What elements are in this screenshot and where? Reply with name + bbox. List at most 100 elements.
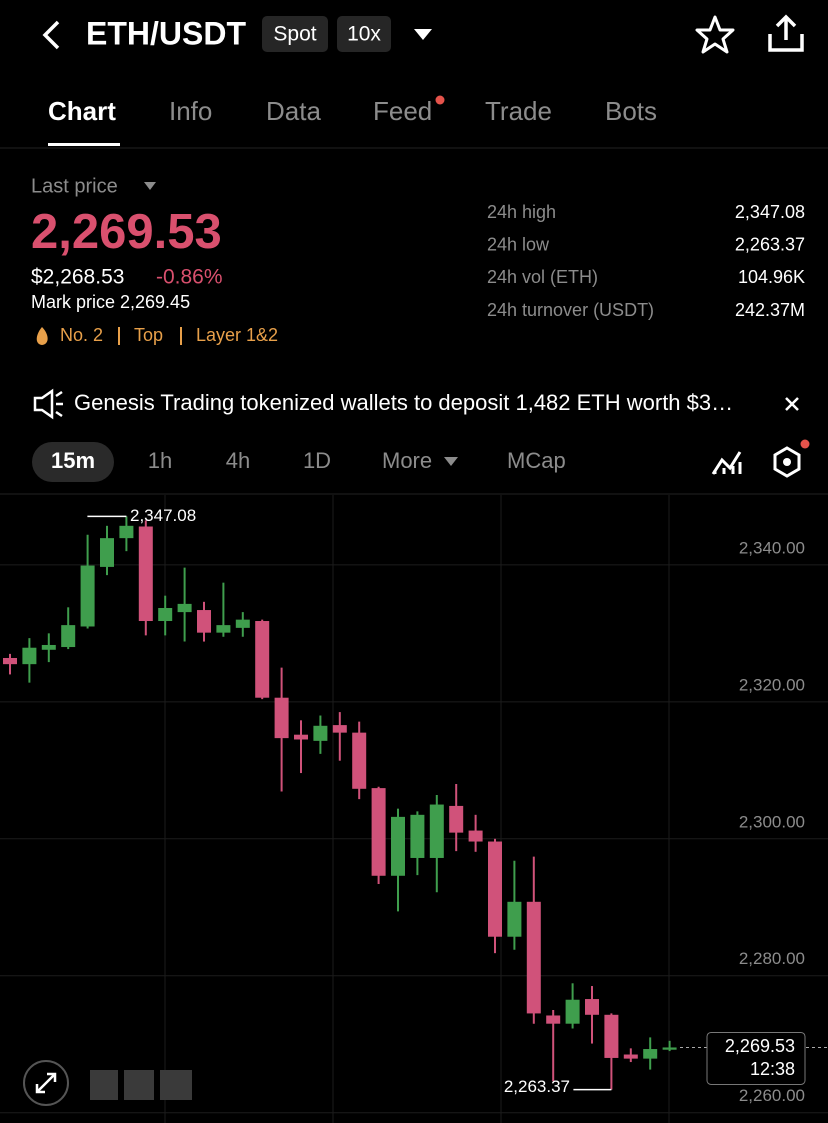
candle-body bbox=[565, 999, 580, 1024]
timeframe[interactable]: More bbox=[382, 448, 432, 473]
y-tick-label: 2,300.00 bbox=[739, 812, 805, 831]
y-tick-label: 2,260.00 bbox=[739, 1086, 805, 1105]
indicators-icon[interactable] bbox=[711, 451, 742, 475]
pair[interactable]: ETH/USDT bbox=[86, 15, 246, 51]
candle-body bbox=[410, 814, 425, 858]
candle-body bbox=[294, 734, 308, 740]
flame-icon bbox=[36, 327, 48, 345]
last-price-tag: 2,269.53 bbox=[725, 1036, 795, 1056]
stat-label: 24h turnover (USDT) bbox=[487, 300, 654, 320]
candle-body bbox=[643, 1049, 658, 1059]
tab[interactable]: Trade bbox=[485, 96, 552, 126]
stat-value: 2,347.08 bbox=[735, 202, 805, 222]
y-tick-label: 2,340.00 bbox=[739, 538, 805, 557]
candle-body bbox=[604, 1014, 619, 1058]
fullscreen-button[interactable] bbox=[23, 1060, 69, 1106]
badge: Spot bbox=[273, 23, 316, 46]
settings-icon-dot bbox=[783, 458, 791, 466]
dropdown[interactable] bbox=[144, 182, 156, 190]
timeframe[interactable]: MCap bbox=[507, 448, 566, 473]
close-news[interactable] bbox=[785, 397, 799, 411]
settings-icon[interactable] bbox=[773, 446, 801, 478]
candle-body bbox=[255, 621, 270, 698]
candle-body bbox=[235, 619, 250, 628]
y-tick-label: 2,320.00 bbox=[739, 675, 805, 694]
timeframe[interactable]: 4h bbox=[226, 448, 250, 473]
tab[interactable]: Data bbox=[266, 96, 321, 126]
candle-body bbox=[313, 725, 328, 741]
badge: 10x bbox=[347, 23, 381, 46]
low-label: 2,263.37 bbox=[504, 1077, 570, 1096]
tab[interactable]: Chart bbox=[48, 96, 116, 126]
candle-body bbox=[119, 525, 134, 539]
candle-body bbox=[22, 647, 37, 665]
stat-value: 242.37M bbox=[735, 300, 805, 320]
news[interactable]: Genesis Trading tokenized wallets to dep… bbox=[74, 390, 733, 415]
stat-label: 24h low bbox=[487, 234, 550, 254]
tag[interactable]: No. 2 bbox=[60, 325, 103, 345]
candle-body bbox=[216, 625, 231, 633]
change: -0.86% bbox=[156, 266, 223, 289]
candle-body bbox=[3, 657, 17, 665]
candle-body bbox=[352, 732, 367, 789]
candle-body bbox=[488, 841, 502, 937]
notification-dot bbox=[435, 95, 445, 105]
share[interactable] bbox=[768, 14, 804, 52]
tab[interactable]: Feed bbox=[373, 96, 432, 126]
stat-label: 24h high bbox=[487, 202, 556, 222]
stat-value: 2,263.37 bbox=[735, 234, 805, 254]
active-timeframe-bg bbox=[32, 442, 114, 482]
y-tick-label: 2,280.00 bbox=[739, 949, 805, 968]
badge-bg bbox=[262, 16, 328, 52]
back-button[interactable] bbox=[42, 20, 60, 50]
candle-body bbox=[177, 603, 192, 613]
stat-value: 104.96K bbox=[738, 267, 805, 287]
notification-dot bbox=[800, 439, 810, 449]
candle-body bbox=[526, 901, 541, 1014]
candle-body bbox=[274, 697, 289, 739]
candle-body bbox=[585, 999, 599, 1015]
news-icon bbox=[33, 388, 63, 420]
candle-body bbox=[449, 805, 464, 833]
tag[interactable]: Layer 1&2 bbox=[196, 325, 278, 345]
timeframe[interactable]: 1D bbox=[303, 448, 331, 473]
candle-body bbox=[371, 788, 386, 876]
countdown: 12:38 bbox=[750, 1059, 795, 1079]
last-price-label[interactable]: Last price bbox=[31, 175, 118, 197]
favorite[interactable] bbox=[695, 15, 735, 54]
candle-body bbox=[468, 830, 483, 842]
candle-body bbox=[332, 725, 347, 733]
timeframe[interactable]: 1h bbox=[148, 448, 172, 473]
candle-body bbox=[662, 1047, 677, 1050]
candle-body bbox=[158, 607, 173, 622]
usd-price: $2,268.53 bbox=[31, 266, 124, 289]
candle-body bbox=[391, 816, 405, 876]
candle-body bbox=[61, 625, 76, 648]
badge-bg bbox=[337, 16, 391, 52]
timeframe[interactable]: 15m bbox=[51, 448, 95, 473]
candle-body bbox=[41, 644, 56, 650]
dropdown[interactable] bbox=[444, 457, 458, 466]
candle-body bbox=[623, 1054, 638, 1059]
tab[interactable]: Bots bbox=[605, 96, 657, 126]
tab[interactable]: Info bbox=[169, 96, 212, 126]
last-price: 2,269.53 bbox=[31, 205, 222, 259]
candle-body bbox=[138, 526, 153, 622]
fullscreen-icon bbox=[35, 1072, 57, 1094]
candle-body bbox=[429, 804, 444, 858]
high-label: 2,347.08 bbox=[130, 506, 196, 525]
candle-body bbox=[80, 565, 95, 627]
dropdown[interactable] bbox=[414, 29, 432, 40]
watermark bbox=[90, 1070, 192, 1100]
tab-underline bbox=[48, 143, 120, 146]
candle-body bbox=[197, 610, 211, 633]
last-price-box bbox=[706, 1031, 806, 1085]
stat-label: 24h vol (ETH) bbox=[487, 267, 598, 287]
candle-body bbox=[546, 1015, 561, 1024]
candle-body bbox=[100, 538, 114, 567]
tag[interactable]: Top bbox=[134, 325, 163, 345]
candle-body bbox=[507, 901, 522, 937]
